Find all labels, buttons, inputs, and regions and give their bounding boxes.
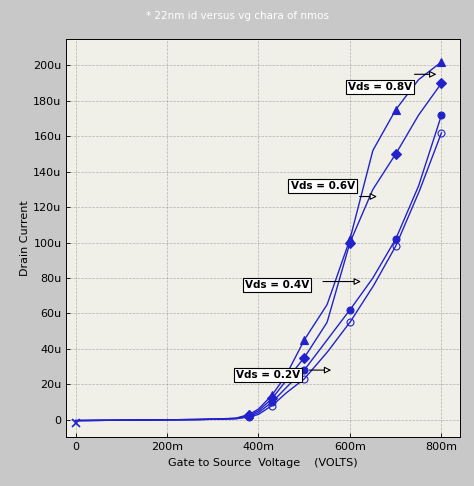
Text: Vds = 0.4V: Vds = 0.4V [245,280,309,290]
Text: Vds = 0.6V: Vds = 0.6V [291,181,355,191]
Text: Vds = 0.2V: Vds = 0.2V [236,370,300,381]
Text: * 22nm id versus vg chara of nmos: * 22nm id versus vg chara of nmos [146,11,328,21]
X-axis label: Gate to Source  Voltage    (VOLTS): Gate to Source Voltage (VOLTS) [168,458,358,468]
Y-axis label: Drain Current: Drain Current [20,200,30,276]
Text: Vds = 0.8V: Vds = 0.8V [348,82,412,92]
